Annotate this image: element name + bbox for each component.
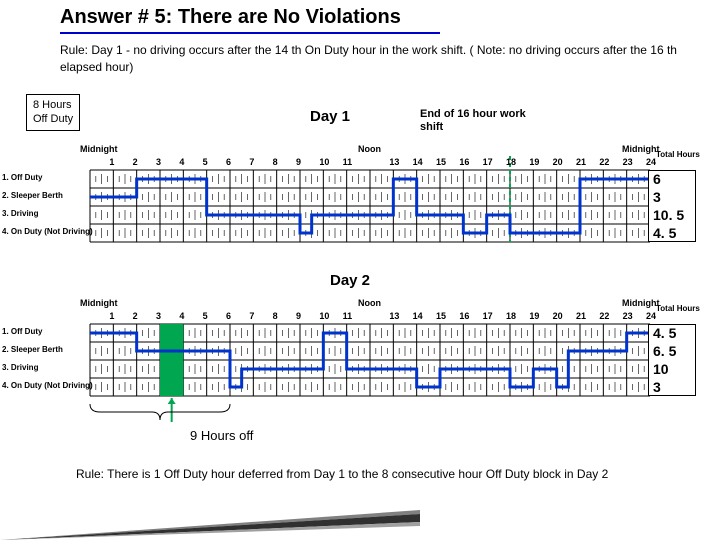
day1-total-0: 6 [649,171,661,187]
row-label: 2. Sleeper Berth [2,191,86,200]
hour-number: 15 [436,311,446,321]
day2-total-0: 4. 5 [649,325,676,341]
page-title: Answer # 5: There are No Violations [60,6,401,29]
hour-number: 5 [203,311,208,321]
hour-number: 8 [273,311,278,321]
time-label: Midnight [622,144,660,154]
hour-number: 3 [156,311,161,321]
hour-number: 18 [506,311,516,321]
title-underline [60,32,440,34]
hour-number: 2 [133,311,138,321]
chart-day1: 1. Off Duty2. Sleeper Berth3. Driving4. … [30,144,710,252]
time-label: Midnight [80,144,118,154]
hour-number: 10 [319,311,329,321]
day1-label: Day 1 [310,108,350,125]
hour-number: 4 [179,311,184,321]
hour-number: 23 [623,157,633,167]
day2-total-2: 10 [649,361,669,377]
chart-day2: 1. Off Duty2. Sleeper Berth3. Driving4. … [30,298,710,406]
hour-number: 24 [646,311,656,321]
day2-label: Day 2 [330,272,370,289]
end-shift-label: End of 16 hour work shift [420,108,540,134]
row-label: 3. Driving [2,363,86,372]
day2-total-1: 6. 5 [649,343,676,359]
total-hours-label: Total Hours [656,150,700,159]
hour-number: 19 [529,157,539,167]
hour-number: 19 [529,311,539,321]
hour-number: 4 [179,157,184,167]
hour-number: 1 [109,157,114,167]
decorative-wedge [0,500,420,540]
hour-number: 23 [623,311,633,321]
hour-number: 5 [203,157,208,167]
row-label: 4. On Duty (Not Driving) [2,381,86,390]
hour-number: 16 [459,311,469,321]
row-label: 4. On Duty (Not Driving) [2,227,86,236]
hour-number: 20 [553,157,563,167]
hour-number: 16 [459,157,469,167]
hour-number: 15 [436,157,446,167]
hour-number: 9 [296,157,301,167]
hour-number: 13 [389,311,399,321]
hour-number: 10 [319,157,329,167]
row-label: 3. Driving [2,209,86,218]
row-label: 2. Sleeper Berth [2,345,86,354]
hour-number: 17 [483,157,493,167]
hour-number: 21 [576,157,586,167]
day2-total-3: 3 [649,379,661,395]
day1-total-3: 4. 5 [649,225,676,241]
hour-number: 7 [249,311,254,321]
hour-number: 18 [506,157,516,167]
day2-totals-box: 4. 5 6. 5 10 3 [648,324,696,396]
hour-number: 6 [226,311,231,321]
hour-number: 14 [413,157,423,167]
bottom-rule-text: Rule: There is 1 Off Duty hour deferred … [76,466,680,483]
hour-number: 17 [483,311,493,321]
hour-number: 13 [389,157,399,167]
hour-number: 2 [133,157,138,167]
day1-total-1: 3 [649,189,661,205]
eight-hours-box: 8 Hours Off Duty [26,94,80,131]
time-label: Midnight [80,298,118,308]
hour-number: 22 [599,311,609,321]
hour-number: 8 [273,157,278,167]
hour-number: 9 [296,311,301,321]
hour-number: 11 [343,311,353,321]
hour-number: 21 [576,311,586,321]
total-hours-label: Total Hours [656,304,700,313]
hour-number: 14 [413,311,423,321]
eight-hours-line1: 8 Hours [33,98,73,112]
hour-number: 3 [156,157,161,167]
hour-number: 11 [343,157,353,167]
time-label: Noon [358,144,381,154]
day1-total-2: 10. 5 [649,207,684,223]
time-label: Midnight [622,298,660,308]
hour-number: 6 [226,157,231,167]
hour-number: 1 [109,311,114,321]
hour-number: 7 [249,157,254,167]
row-label: 1. Off Duty [2,173,86,182]
nine-hours-off-label: 9 Hours off [190,428,253,443]
eight-hours-line2: Off Duty [33,112,73,126]
time-label: Noon [358,298,381,308]
hour-number: 22 [599,157,609,167]
hour-number: 20 [553,311,563,321]
rule-text: Rule: Day 1 - no driving occurs after th… [60,42,680,76]
row-label: 1. Off Duty [2,327,86,336]
day1-totals-box: 6 3 10. 5 4. 5 [648,170,696,242]
hour-number: 24 [646,157,656,167]
